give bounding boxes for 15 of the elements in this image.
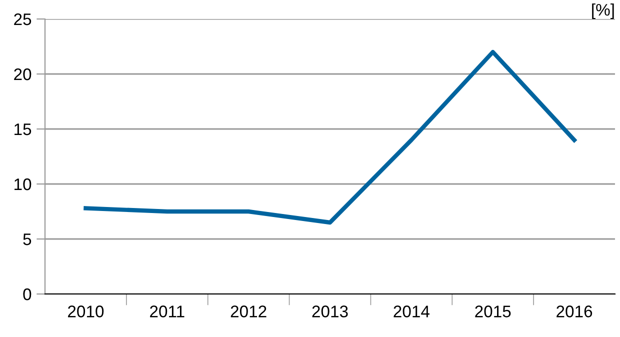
y-tick-label: 20 bbox=[14, 68, 32, 80]
x-tick-label: 2016 bbox=[556, 306, 592, 318]
line-series bbox=[84, 50, 576, 225]
y-tick-label: 15 bbox=[14, 124, 32, 136]
x-tick-label: 2014 bbox=[394, 306, 430, 318]
y-tick-label: 0 bbox=[23, 288, 32, 300]
y-tick-label: 5 bbox=[23, 234, 32, 246]
x-tick-label: 2012 bbox=[230, 306, 266, 318]
y-tick-label: 10 bbox=[14, 178, 32, 190]
x-tick-label: 2015 bbox=[475, 306, 511, 318]
x-tick-label: 2011 bbox=[150, 306, 184, 318]
y-tick-label: 25 bbox=[14, 13, 32, 26]
x-tick-label: 2013 bbox=[312, 306, 348, 318]
x-tick-label: 2010 bbox=[68, 306, 104, 318]
y-axis-title: [%] bbox=[592, 3, 614, 19]
